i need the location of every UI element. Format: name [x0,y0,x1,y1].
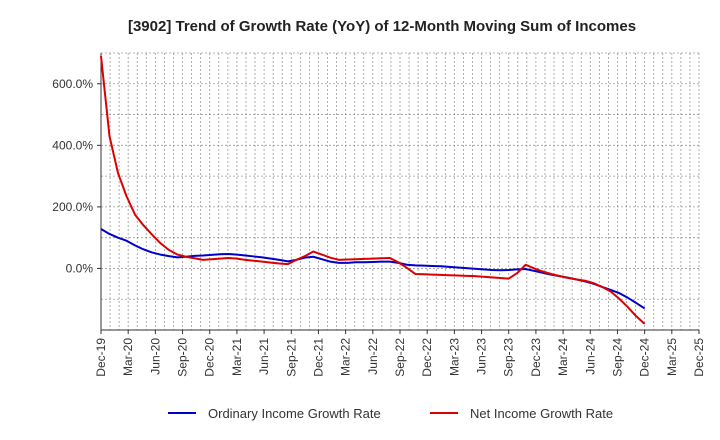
x-tick-label: Sep-21 [284,338,298,377]
x-tick-label: Jun-20 [148,338,162,375]
x-tick-label: Sep-24 [610,338,624,377]
x-tick-label: Dec-23 [529,338,543,377]
x-tick-label: Dec-24 [638,338,652,377]
x-tick-labels: Dec-19 Mar-20 Jun-20 Sep-20 Dec-20 Mar-21 Jun-… [94,338,706,377]
y-tick-label: 200.0% [52,200,93,214]
legend: Ordinary Income Growth Rate Net Income Gr… [168,406,613,421]
x-tick-label: Sep-23 [502,338,516,377]
x-tick-label: Dec-21 [311,338,325,377]
x-tick-label: Sep-22 [393,338,407,377]
x-tick-label: Jun-23 [475,338,489,375]
x-tick-label: Mar-22 [339,338,353,376]
x-tick-label: Jun-24 [583,338,597,375]
x-tick-label: Dec-20 [203,338,217,377]
x-tick-label: Dec-25 [692,338,706,377]
x-tick-label: Dec-19 [94,338,108,377]
y-tick-label: 400.0% [52,138,93,152]
chart-title: [3902] Trend of Growth Rate (YoY) of 12-… [128,18,636,35]
x-tick-label: Jun-21 [257,338,271,375]
x-tick-label: Mar-21 [230,338,244,376]
x-tick-label: Sep-20 [176,338,190,377]
x-tick-label: Mar-24 [556,338,570,376]
y-tick-label: 0.0% [66,261,94,275]
legend-label-2: Net Income Growth Rate [470,406,613,421]
legend-label-1: Ordinary Income Growth Rate [208,406,381,421]
series-line-2 [100,55,646,325]
y-tick-label: 600.0% [52,77,93,91]
series-lines [100,55,646,325]
y-tick-labels: 600.0% 400.0% 200.0% 0.0% [52,77,93,276]
x-tick-label: Dec-22 [420,338,434,377]
x-tick-label: Mar-25 [665,338,679,376]
axes [97,53,700,334]
x-tick-label: Mar-20 [121,338,135,376]
x-tick-label: Mar-23 [447,338,461,376]
x-tick-label: Jun-22 [366,338,380,375]
